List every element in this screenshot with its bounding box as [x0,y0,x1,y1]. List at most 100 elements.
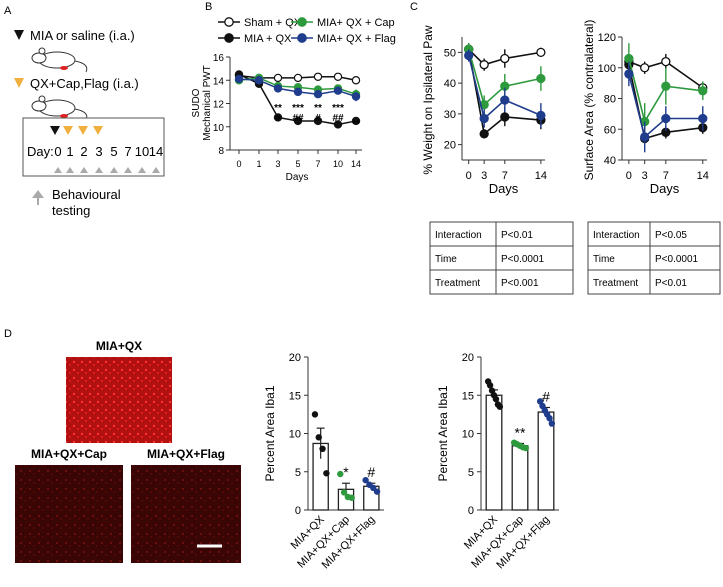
data-point [362,476,369,484]
data-point [624,53,634,64]
data-point [313,89,323,99]
y-tick-label: 16 [213,53,225,64]
data-point [254,76,264,85]
injection-triangle-icon [50,126,60,135]
data-point [333,120,343,129]
data-point [492,395,500,403]
data-point [323,470,330,477]
y-tick-label: 40 [604,155,616,167]
data-point [479,60,489,70]
timeline-day: 0 [54,144,61,159]
y-tick-label: 20 [444,140,456,152]
legend-label: Sham + QX [244,17,302,29]
data-point [661,81,671,91]
y-tick-label: 14 [213,76,225,87]
data-point [293,73,303,83]
timeline-day: 10 [135,144,149,159]
y-axis-label: SUDO [191,88,202,117]
data-point [333,72,343,81]
image-label-mia-qx-cap: MIA+QX+Cap [31,447,107,461]
data-point [479,129,489,139]
x-tick-label: 7 [315,159,320,169]
chart-weight-bearing: 20 30 40 50 0 3 7 14 Days % Weight on Ipsilateral… [421,25,547,196]
series-line [628,73,703,139]
series-line [467,55,542,120]
data-point [624,69,634,79]
data-point [313,116,323,126]
table-cell-pvalue: P<0.01 [655,278,687,289]
y-tick-label: 120 [598,32,616,44]
series-line [468,48,542,66]
x-tick-label: 14 [697,170,709,182]
data-point [319,445,326,452]
data-point [500,112,510,122]
x-tick-label: 0 [626,170,632,182]
significance-marker: ** [314,103,322,114]
x-tick-label: 3 [275,159,280,169]
image-label-mia-qx: MIA+QX [96,339,142,353]
series-line [467,49,541,136]
data-point [351,116,361,126]
data-point [333,86,343,95]
timeline-day: 1 [66,144,73,159]
table-frame [429,221,574,295]
legend-label: MIA + QX [244,33,292,45]
x-tick-label: 7 [663,170,669,182]
data-point [640,132,650,142]
x-tick-label: 7 [502,170,508,182]
significance-marker: ** [352,119,360,130]
chart-legend: Sham + QX MIA + QX MIA+ QX + Cap MIA+ QX + … [218,17,396,45]
data-point [522,444,530,452]
timeline-day: 3 [95,144,102,159]
x-tick-label: 0 [466,170,472,182]
injection-triangle-icon [14,78,24,88]
table-cell-pvalue: P<0.001 [501,278,539,289]
y-tick-label: 20 [289,352,301,364]
data-point [351,92,361,101]
table-cell-pvalue: P<0.01 [501,230,533,241]
data-point [273,113,283,122]
y-tick-label: 5 [295,467,301,479]
data-point [348,494,355,501]
timeline-day: 5 [110,144,117,159]
timeline-day: 14 [149,144,163,159]
day-label: Day: [27,144,54,159]
data-point [293,87,303,97]
data-point [536,47,546,58]
data-point [500,95,510,105]
data-point [479,113,489,124]
rat-icon [31,95,88,121]
legend-marker [297,33,307,43]
arrow-up-icon [54,167,62,173]
panel-a-protocol: MIA or saline (i.a.) QX+Cap,Flag (i.a.) … [14,28,165,218]
image-mia-qx-flag [131,465,241,563]
image-label-mia-qx-flag: MIA+QX+Flag [147,447,225,461]
y-tick-label: 60 [604,124,616,136]
arrow-up-icon [124,167,132,173]
data-point [351,76,361,85]
stats-table-weight: Interaction P<0.01 Time P<0.0001 Treatment P<… [429,221,574,295]
data-point [546,415,553,422]
y-tick-label: 50 [444,47,456,59]
significance-marker: # [367,464,375,480]
y-tick-label: 30 [444,109,456,121]
data-point [496,403,504,410]
y-tick-label: 80 [604,94,616,106]
rat-icon [31,47,88,73]
timeline-box [22,117,165,177]
data-point [536,73,546,84]
series-line [628,60,704,89]
behaviour-label-1: Behavioural [52,187,121,202]
data-point [486,382,494,389]
image-mia-qx-cap [15,465,123,563]
data-point [661,56,671,67]
significance-marker: ** [274,103,282,114]
significance-marker: ** [515,424,526,440]
table-cell-factor: Time [593,254,615,265]
data-point [548,420,556,427]
arrow-up-icon [80,167,88,173]
x-tick-label: 14 [351,159,361,169]
table-cell-factor: Treatment [435,278,480,289]
